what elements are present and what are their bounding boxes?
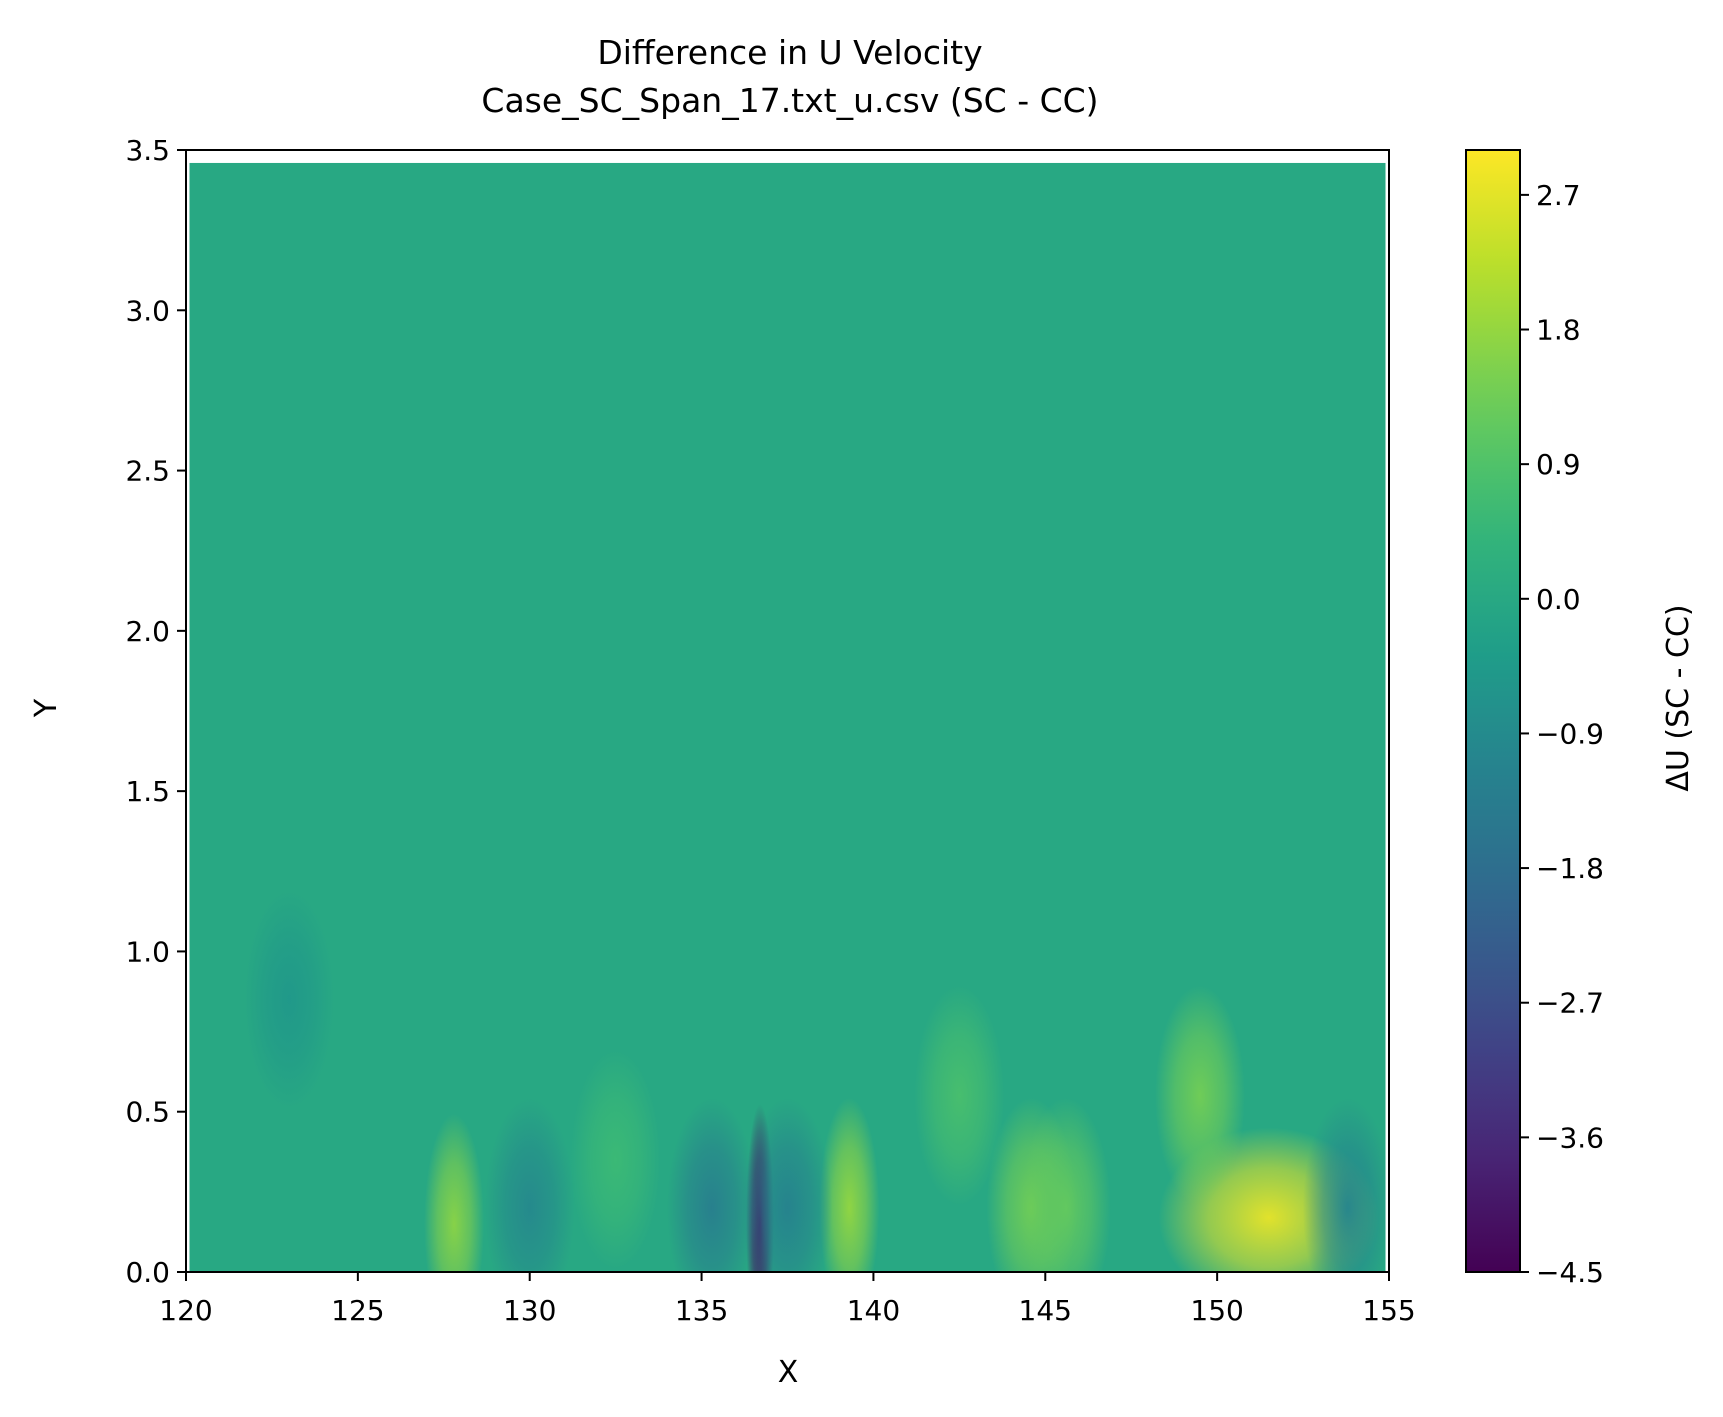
heatmap-field (189, 162, 1386, 1272)
heatmap-feature (819, 1097, 880, 1272)
y-tick-label: 0.5 (125, 1096, 170, 1129)
y-axis: 0.0 0.5 1.0 1.5 2.0 2.5 3.0 3.5 (125, 134, 186, 1289)
colorbar-label: ΔU (SC - CC) (1661, 604, 1696, 791)
heatmap-feature (1302, 1097, 1386, 1272)
x-tick-label: 130 (503, 1294, 556, 1327)
x-axis-label: X (778, 1355, 799, 1390)
colorbar-tick-label: 2.7 (1536, 179, 1581, 212)
heatmap-feature (1020, 1097, 1111, 1272)
colorbar-gradient (1465, 149, 1521, 1273)
x-tick-label: 140 (847, 1294, 900, 1327)
y-tick-label: 2.0 (125, 615, 170, 648)
heatmap-feature (244, 889, 335, 1110)
colorbar-tick-label: 1.8 (1536, 314, 1581, 347)
x-tick-label: 150 (1190, 1294, 1243, 1327)
heatmap-feature (484, 1097, 575, 1272)
colorbar-tick-label: −0.9 (1536, 717, 1604, 750)
plot-area (189, 162, 1386, 1272)
colorbar-tick-label: −4.5 (1536, 1256, 1604, 1289)
y-tick-label: 0.0 (125, 1256, 170, 1289)
colorbar-tick-label: −1.8 (1536, 852, 1604, 885)
x-tick-label: 135 (675, 1294, 728, 1327)
y-tick-label: 1.0 (125, 935, 170, 968)
y-axis-label: Y (29, 698, 64, 718)
x-tick-label: 125 (331, 1294, 384, 1327)
colorbar-tick-label: −2.7 (1536, 987, 1604, 1020)
x-tick-label: 120 (159, 1294, 212, 1327)
y-tick-label: 2.5 (125, 455, 170, 488)
colorbar-tick-label: 0.0 (1536, 583, 1581, 616)
x-axis: 120 125 130 135 140 145 150 155 (159, 1272, 1416, 1327)
colorbar: −4.5 −3.6 −2.7 −1.8 −0.9 0.0 0.9 1.8 2.7 (1465, 149, 1604, 1289)
heatmap-feature (914, 985, 1005, 1206)
colorbar-tick-label: 0.9 (1536, 448, 1581, 481)
heatmap-feature (424, 1113, 485, 1272)
heatmap-feature (666, 1097, 757, 1272)
heatmap-feature (742, 1097, 833, 1272)
y-tick-label: 1.5 (125, 775, 170, 808)
y-tick-label: 3.5 (125, 134, 170, 167)
heatmap-feature (1154, 985, 1245, 1206)
x-tick-label: 145 (1019, 1294, 1072, 1327)
chart-subtitle: Case_SC_Span_17.txt_u.csv (SC - CC) (481, 81, 1098, 120)
y-tick-label: 3.0 (125, 294, 170, 327)
colorbar-tick-label: −3.6 (1536, 1121, 1604, 1154)
heatmap-feature (570, 1049, 661, 1270)
x-tick-label: 155 (1362, 1294, 1415, 1327)
chart-title: Difference in U Velocity (597, 33, 982, 72)
plot-frame (185, 149, 1390, 1273)
